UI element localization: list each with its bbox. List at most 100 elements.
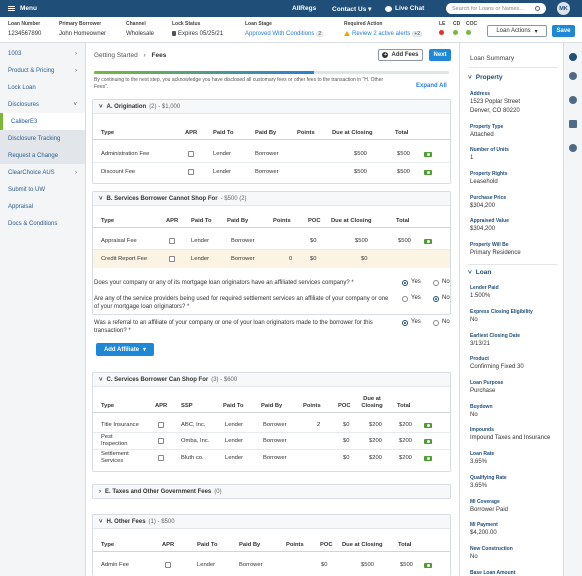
paid-to: Lender <box>225 438 244 444</box>
contacts-icon[interactable] <box>569 120 577 128</box>
add-affiliate-button[interactable]: Add Affiliate ▾ <box>96 343 154 356</box>
section-e-taxes: › E. Taxes and Other Government Fees (0) <box>92 484 451 499</box>
breadcrumb-getting-started[interactable]: Getting Started <box>94 52 138 59</box>
document-icon[interactable] <box>569 53 577 61</box>
hamburger-icon <box>8 4 15 12</box>
summary-value-qualifying-rate: 3.65% <box>470 483 488 489</box>
summary-label-property-type: Property Type <box>470 124 504 130</box>
q2-yes-radio[interactable] <box>402 296 408 302</box>
save-button[interactable]: Save <box>552 25 575 37</box>
apr-checkbox[interactable] <box>169 256 175 262</box>
plus-circle-icon: + <box>382 52 389 58</box>
col-type: Type <box>101 542 115 548</box>
money-icon[interactable] <box>424 439 432 444</box>
alert-dot-icon <box>439 30 444 35</box>
affiliate-question-2: Are any of the service providers being u… <box>94 296 389 310</box>
section-b-cannot-shop: ˅ B. Services Borrower Cannot Shop For - $… <box>92 191 451 315</box>
total: $200 <box>399 422 412 428</box>
q3-no-radio[interactable] <box>433 320 439 326</box>
q1-yes-radio[interactable] <box>402 280 408 286</box>
summary-label-appraised-value: Appraised Value <box>470 218 509 224</box>
clock-icon[interactable] <box>569 144 577 152</box>
due-at-closing: $0 <box>361 256 368 262</box>
apr-checkbox[interactable] <box>158 422 164 428</box>
next-button[interactable]: Next <box>429 49 451 61</box>
sidebar-item-product-pricing[interactable]: Product & Pricing › <box>0 62 85 79</box>
fee-type: Title Insurance <box>101 422 139 428</box>
q3-yes-radio[interactable] <box>402 320 408 326</box>
apr-checkbox[interactable] <box>158 455 164 461</box>
loan-stage-link[interactable]: Approved With Conditions 2 <box>245 31 324 37</box>
chevron-right-icon: › <box>75 67 77 74</box>
breadcrumb-separator: › <box>143 52 146 59</box>
property-section-header[interactable]: ˅ Property <box>468 74 503 81</box>
sidebar-item-appraisal[interactable]: Appraisal <box>0 198 85 215</box>
col-apr: APR <box>155 403 168 409</box>
review-alerts-link[interactable]: Review 2 active alerts +2 <box>344 31 423 37</box>
sidebar-item-clearchoice-aus[interactable]: ClearChoice AUS › <box>0 164 85 181</box>
col-type: Type <box>101 403 115 409</box>
search-input[interactable]: Search for Loans or Names... <box>446 3 546 14</box>
flag-cd[interactable]: CD <box>453 21 460 37</box>
col-total: Total <box>397 403 411 409</box>
money-icon[interactable] <box>424 152 432 157</box>
col-apr: APR <box>162 542 175 548</box>
flag-coc[interactable]: COC <box>466 21 477 37</box>
sidebar-item-docs-conditions[interactable]: Docs & Conditions <box>0 215 85 232</box>
loan-number-block: Loan Number 1234567890 <box>8 21 41 37</box>
sidebar-item-disclosure-tracking[interactable]: Disclosure Tracking <box>0 130 85 147</box>
borrower-value: John Homeowner <box>59 31 107 37</box>
paid-to: Lender <box>191 256 210 262</box>
apr-checkbox[interactable] <box>158 438 164 444</box>
section-a-origination: ˅ A. Origination (2) - $1,000 Type APR Pai… <box>92 99 451 184</box>
sidebar-item-label: Disclosures <box>8 101 40 108</box>
apr-checkbox[interactable] <box>165 562 171 568</box>
flag-cd-label: CD <box>453 21 461 27</box>
col-ssp: SSP <box>181 403 193 409</box>
due-at-closing: $500 <box>355 238 368 244</box>
loan-actions-button[interactable]: Loan Actions ▾ <box>487 25 547 37</box>
money-icon[interactable] <box>424 563 432 568</box>
table-row: Pest Inspection Omba, Inc. Lender Borrow… <box>93 433 450 450</box>
summary-label-lender-paid: Lender Paid <box>470 285 499 291</box>
sidebar-item-disclosures[interactable]: Disclosures ˅ <box>0 96 85 113</box>
sidebar-item-submit-uw[interactable]: Submit to UW <box>0 181 85 198</box>
apr-checkbox[interactable] <box>169 238 175 244</box>
summary-label-qualifying-rate: Qualifying Rate <box>470 475 507 481</box>
loan-section-header[interactable]: ˅ Loan <box>468 269 491 276</box>
live-chat-label: Live Chat <box>395 5 425 12</box>
info-icon[interactable] <box>569 72 577 80</box>
money-icon[interactable] <box>424 423 432 428</box>
money-icon[interactable] <box>424 239 432 244</box>
apr-checkbox[interactable] <box>188 151 194 157</box>
poc: $0 <box>310 256 317 262</box>
allregs-link[interactable]: AllRegs <box>292 5 317 12</box>
q2-no-radio[interactable] <box>433 296 439 302</box>
chevron-down-icon: ˅ <box>468 269 472 276</box>
section-b-header[interactable]: ˅ B. Services Borrower Cannot Shop For - $… <box>93 192 450 206</box>
section-h-header[interactable]: ˅ H. Other Fees (1) - $500 <box>93 515 450 529</box>
money-icon[interactable] <box>424 170 432 175</box>
contact-us-menu[interactable]: Contact Us ▾ <box>332 5 371 13</box>
poc: $0 <box>343 438 350 444</box>
sidebar-item-1003[interactable]: 1003 › <box>0 45 85 62</box>
sidebar-item-calibere3[interactable]: CaliberE3 <box>0 113 85 130</box>
total: $200 <box>399 455 412 461</box>
section-a-header[interactable]: ˅ A. Origination (2) - $1,000 <box>93 100 450 114</box>
money-icon[interactable] <box>424 456 432 461</box>
apr-checkbox[interactable] <box>188 169 194 175</box>
expand-all-link[interactable]: Expand All <box>416 83 447 89</box>
section-e-header[interactable]: › E. Taxes and Other Government Fees (0) <box>93 485 450 498</box>
menu-button[interactable]: Menu <box>8 4 37 12</box>
avatar[interactable]: MK <box>557 2 570 15</box>
sidebar-item-lock-loan[interactable]: Lock Loan <box>0 79 85 96</box>
paid-to: Lender <box>191 238 210 244</box>
summary-value-appraised-value: $304,200 <box>470 226 496 232</box>
section-c-header[interactable]: ˅ C. Services Borrower Can Shop For (3) - … <box>93 373 450 387</box>
sidebar-item-request-change[interactable]: Request a Change <box>0 147 85 164</box>
add-fees-button[interactable]: + Add Fees <box>378 49 423 61</box>
live-chat-button[interactable]: Live Chat <box>385 5 424 12</box>
bell-icon[interactable] <box>569 96 577 104</box>
q1-no-radio[interactable] <box>433 280 439 286</box>
flag-le[interactable]: LE <box>439 21 445 37</box>
